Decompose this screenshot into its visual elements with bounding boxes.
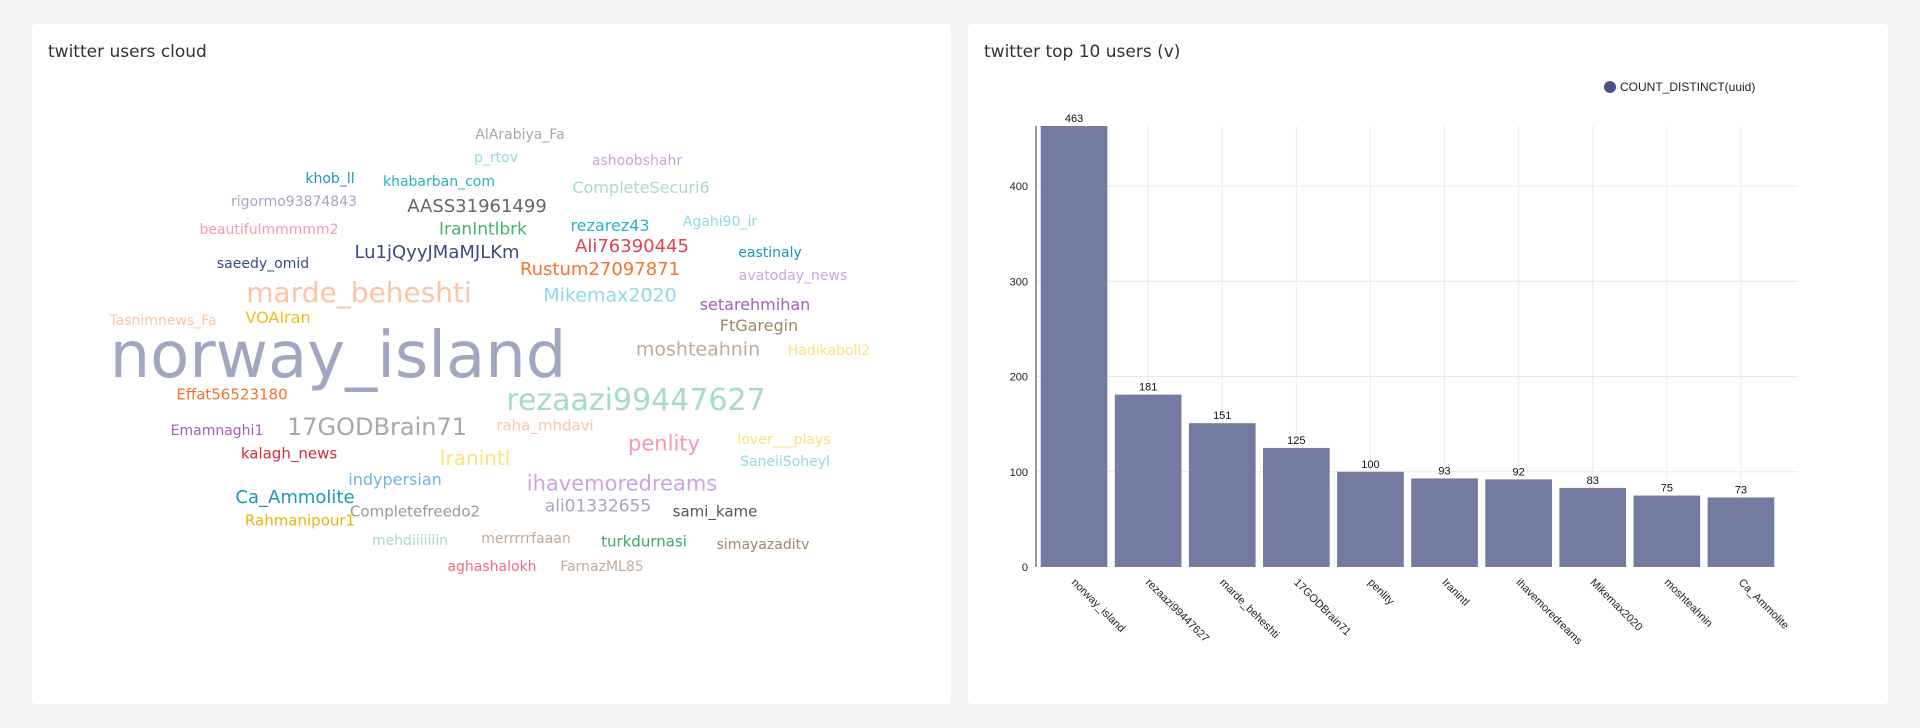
cloud-word: rezaazi99447627	[506, 383, 766, 418]
bar	[1114, 394, 1182, 567]
cloud-word: saeedy_omid	[216, 256, 310, 272]
bar	[1633, 495, 1701, 567]
cloud-word: Rustum27097871	[519, 259, 681, 280]
cloud-word: Effat56523180	[176, 385, 288, 404]
cloud-word: khob_ll	[305, 171, 355, 187]
cloud-word: merrrrrfaaan	[481, 531, 571, 547]
data-label: 93	[1438, 465, 1450, 477]
data-label: 75	[1661, 483, 1673, 495]
cloud-word: avatoday_news	[738, 268, 848, 284]
cloud-word: AlArabiya_Fa	[475, 127, 565, 143]
data-label: 83	[1587, 475, 1599, 487]
cloud-word: ali01332655	[544, 496, 652, 517]
bar	[1485, 479, 1552, 567]
data-label: 463	[1065, 113, 1083, 125]
word-cloud: norway_island rezaazi99447627 marde_behesh…	[32, 24, 951, 704]
bar	[1337, 471, 1404, 567]
x-tick-label: ihavemoredreams	[1514, 577, 1585, 648]
cloud-word: lover___plays	[737, 432, 831, 448]
y-tick-label: 200	[1010, 372, 1028, 384]
cloud-word: SaneiiSoheyl	[740, 454, 830, 470]
x-tick-label: moshteahnin	[1662, 577, 1715, 630]
cloud-word: Iranintl	[439, 446, 511, 470]
x-tick-label: Mikemax2020	[1588, 577, 1645, 634]
cloud-word: ihavemoredreams	[526, 471, 718, 496]
data-label: 125	[1287, 435, 1305, 447]
cloud-word: Mikemax2020	[543, 284, 677, 307]
data-label: 73	[1735, 484, 1747, 496]
cloud-word: khabarban_com	[382, 174, 496, 190]
data-label: 181	[1139, 382, 1157, 394]
cloud-word: Completefreedo2	[349, 502, 481, 521]
x-tick-label: Ca_Ammolite	[1736, 577, 1791, 632]
bar-chart: 0 100 200 300 400 463 norway_island 181 rezaazi9…	[1010, 113, 1798, 648]
y-tick-label: 100	[1010, 467, 1028, 479]
bar	[1263, 447, 1330, 567]
cloud-word: AASS31961499	[407, 196, 547, 217]
x-tick-label: marde_beheshti	[1217, 577, 1281, 641]
cloud-word: eastinaly	[738, 245, 802, 261]
x-tick-label: norway_island	[1069, 577, 1127, 635]
data-label: 92	[1513, 466, 1525, 478]
cloud-word: sami_kame	[672, 502, 758, 521]
word-cloud-title: twitter users cloud	[48, 42, 207, 62]
cloud-word: mehdiiiiiiin	[371, 533, 449, 549]
bar	[1707, 497, 1775, 567]
cloud-word: FtGaregin	[719, 316, 799, 335]
bar	[1188, 423, 1256, 567]
x-tick-label: 17GODBrain71	[1291, 577, 1353, 639]
cloud-word: beautifulmmmmm2	[199, 222, 339, 238]
bar-chart-title: twitter top 10 users (v)	[984, 42, 1181, 62]
cloud-word: indypersian	[348, 470, 442, 489]
x-tick-label: penlity	[1365, 577, 1396, 608]
x-tick-label: Iranintl	[1439, 577, 1471, 609]
y-tick-label: 300	[1010, 276, 1028, 288]
legend-label: COUNT_DISTINCT(uuid)	[1620, 80, 1756, 94]
cloud-word: CompleteSecuri6	[572, 178, 710, 197]
chart-legend[interactable]: COUNT_DISTINCT(uuid)	[1604, 80, 1755, 94]
bar	[1411, 478, 1478, 567]
cloud-word: Hadikaboli2	[787, 343, 871, 359]
cloud-word: norway_island	[109, 319, 567, 393]
cloud-word: VOAIran	[245, 308, 311, 327]
cloud-word: penlity	[628, 431, 700, 456]
cloud-word: simayazaditv	[716, 537, 810, 553]
cloud-word: Agahi90_ir	[682, 214, 758, 230]
y-tick-label: 0	[1022, 562, 1028, 574]
cloud-word: IranIntlbrk	[439, 219, 527, 240]
cloud-word: moshteahnin	[635, 338, 761, 361]
cloud-word: Tasnimnews_Fa	[109, 313, 217, 329]
word-cloud-panel: twitter users cloud norway_island rezaazi…	[32, 24, 951, 704]
bar	[1040, 126, 1108, 567]
cloud-word: turkdurnasi	[601, 532, 687, 551]
cloud-word: Lu1jQyyJMaMJLKm	[354, 242, 520, 263]
cloud-word: p_rtov	[474, 150, 518, 166]
cloud-word: rezarez43	[570, 216, 650, 235]
data-label: 151	[1213, 410, 1231, 422]
legend-swatch	[1604, 81, 1616, 93]
x-tick-label: rezaazi99447627	[1143, 577, 1211, 645]
cloud-word: 17GODBrain71	[287, 413, 467, 441]
cloud-word: Ali76390445	[575, 236, 689, 257]
cloud-word: Emamnaghi1	[170, 423, 264, 439]
cloud-word: FarnazML85	[560, 559, 644, 575]
cloud-word: kalagh_news	[240, 444, 338, 463]
bar	[1559, 487, 1627, 567]
cloud-word: aghashalokh	[447, 559, 537, 575]
cloud-word: rigormo93874843	[230, 194, 358, 210]
cloud-word: marde_beheshti	[246, 276, 472, 309]
data-label: 100	[1361, 459, 1379, 471]
cloud-word: setarehmihan	[699, 295, 811, 314]
y-tick-label: 400	[1010, 181, 1028, 193]
bar-chart-panel: twitter top 10 users (v) COUNT_DISTINCT(…	[968, 24, 1888, 704]
cloud-word: Ca_Ammolite	[235, 487, 355, 508]
cloud-word: raha_mhdavi	[496, 416, 594, 435]
cloud-word: ashoobshahr	[591, 153, 683, 169]
cloud-word: Rahmanipour1	[244, 511, 356, 530]
